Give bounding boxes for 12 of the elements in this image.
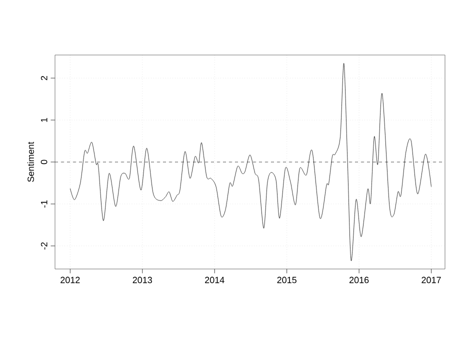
x-tick-label: 2013: [132, 276, 152, 284]
y-axis-title: Sentiment: [27, 142, 34, 182]
y-tick-label: -1: [41, 200, 48, 208]
x-tick-label: 2017: [422, 276, 441, 284]
y-tick-label: -2: [40, 242, 48, 250]
x-tick-label: 2014: [205, 276, 224, 284]
x-tick-label: 2012: [60, 276, 80, 284]
y-tick-label: 0: [40, 160, 48, 164]
x-tick-label: 2015: [277, 276, 296, 284]
x-tick-label: 2016: [349, 276, 369, 284]
y-tick-label: 2: [40, 76, 48, 80]
y-tick-label: 1: [41, 118, 48, 122]
